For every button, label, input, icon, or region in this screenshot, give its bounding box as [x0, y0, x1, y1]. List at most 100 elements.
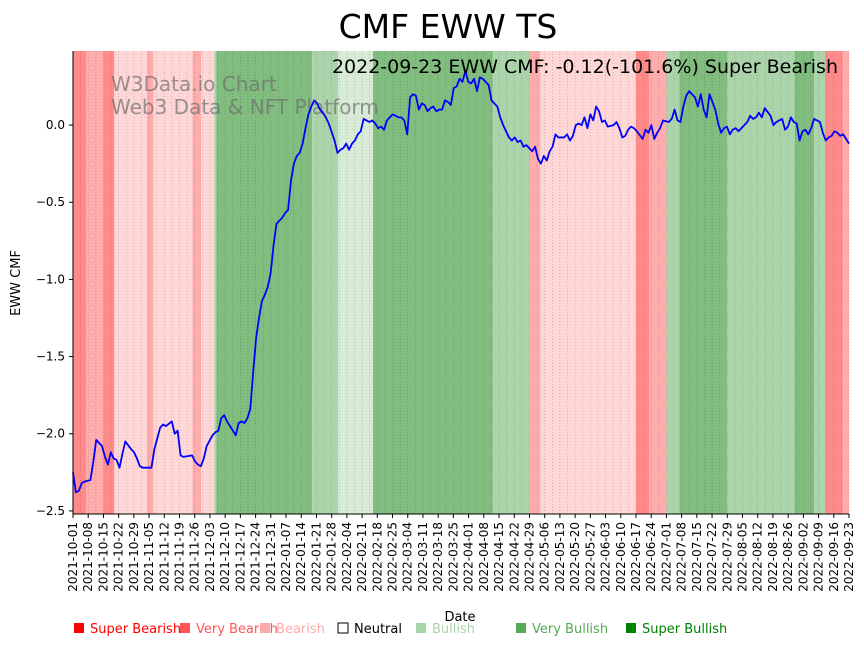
- x-tick-label: 2021-12-10: [218, 522, 232, 592]
- x-tick-label: 2022-02-04: [340, 522, 354, 592]
- regime-band: [666, 51, 680, 514]
- legend-label: Neutral: [354, 622, 402, 637]
- x-tick-label: 2021-11-19: [173, 522, 187, 592]
- x-tick-label: 2022-03-18: [431, 522, 445, 592]
- x-tick-label: 2022-06-10: [614, 522, 628, 592]
- legend-swatch: [337, 622, 349, 634]
- legend-swatch: [416, 623, 426, 633]
- legend-swatch: [626, 623, 636, 633]
- legend-label: Very Bearish: [196, 622, 278, 637]
- x-tick-label: 2021-12-03: [203, 522, 217, 592]
- regime-band: [73, 51, 87, 514]
- x-tick-label: 2022-01-07: [279, 522, 293, 592]
- regime-band: [649, 51, 667, 514]
- x-tick-label: 2021-11-26: [188, 522, 202, 592]
- x-tick-label: 2022-09-16: [827, 522, 841, 592]
- legend-label: Bearish: [276, 622, 325, 637]
- legend-swatch: [260, 623, 270, 633]
- regime-band: [338, 51, 373, 514]
- regime-band: [635, 51, 650, 514]
- x-tick-label: 2022-09-23: [842, 522, 856, 592]
- legend-label: Very Bullish: [532, 622, 608, 637]
- y-tick-label: 0.0: [46, 118, 65, 132]
- chart-title: CMF EWW TS: [339, 7, 558, 46]
- x-tick-label: 2022-08-12: [751, 522, 765, 592]
- x-tick-label: 2022-07-29: [720, 522, 734, 592]
- regime-band: [842, 51, 849, 514]
- regime-band: [529, 51, 541, 514]
- cmf-series-line: [72, 70, 850, 494]
- x-tick-label: 2022-08-26: [781, 522, 795, 592]
- regime-band: [214, 51, 217, 514]
- regime-band: [146, 51, 154, 514]
- y-tick-label: −0.5: [36, 195, 65, 209]
- regime-band: [86, 51, 104, 514]
- watermark-text: W3Data.io Chart: [111, 72, 277, 96]
- x-tick-label: 2021-10-08: [81, 522, 95, 592]
- x-tick-label: 2021-12-31: [264, 522, 278, 592]
- x-ticks: 2021-10-01 2021-10-08 2021-10-15 2021-10-22…: [66, 514, 856, 592]
- y-ticks: 0.0 −0.5 −1.0 −1.5 −2.0 −2.5: [36, 118, 73, 518]
- legend-swatch: [180, 623, 190, 633]
- regime-band: [794, 51, 815, 514]
- x-tick-label: 2021-11-05: [142, 522, 156, 592]
- chart-annotation: 2022-09-23 EWW CMF: -0.12(-101.6%) Super…: [332, 56, 838, 78]
- legend-label: Super Bearish: [90, 622, 181, 637]
- x-tick-label: 2022-02-18: [370, 522, 384, 592]
- regime-band: [201, 51, 215, 514]
- x-tick-label: 2022-07-08: [675, 522, 689, 592]
- axes: [72, 51, 849, 515]
- x-axis-label: Date: [444, 610, 475, 625]
- x-tick-label: 2022-06-03: [599, 522, 613, 592]
- regime-band: [216, 51, 313, 514]
- x-tick-label: 2022-05-06: [538, 522, 552, 592]
- x-tick-label: 2022-02-25: [386, 522, 400, 592]
- regime-band: [114, 51, 147, 514]
- regime-band: [814, 51, 826, 514]
- x-tick-label: 2022-06-17: [629, 522, 643, 592]
- x-tick-label: 2022-01-28: [325, 522, 339, 592]
- x-tick-label: 2022-05-13: [553, 522, 567, 592]
- y-tick-label: −1.0: [36, 272, 65, 286]
- vertical-gridlines: [72, 51, 850, 514]
- x-tick-label: 2021-12-17: [233, 522, 247, 592]
- watermark-text: Web3 Data & NFT Platform: [111, 95, 379, 119]
- x-tick-label: 2022-04-22: [507, 522, 521, 592]
- x-tick-label: 2022-04-01: [462, 522, 476, 592]
- x-tick-label: 2022-04-29: [522, 522, 536, 592]
- x-tick-label: 2022-03-25: [446, 522, 460, 592]
- x-tick-label: 2022-04-15: [492, 522, 506, 592]
- x-tick-label: 2022-08-05: [735, 522, 749, 592]
- x-tick-label: 2022-07-15: [690, 522, 704, 592]
- x-tick-label: 2021-10-15: [96, 522, 110, 592]
- x-tick-label: 2021-12-24: [249, 522, 263, 592]
- y-tick-label: −1.5: [36, 350, 65, 364]
- regime-band: [727, 51, 795, 514]
- x-tick-label: 2021-10-22: [112, 522, 126, 592]
- regime-band: [192, 51, 202, 514]
- y-axis-label: EWW CMF: [9, 250, 24, 316]
- x-tick-label: 2022-04-08: [477, 522, 491, 592]
- x-tick-label: 2022-05-20: [568, 522, 582, 592]
- regime-band: [153, 51, 193, 514]
- x-tick-label: 2022-05-27: [583, 522, 597, 592]
- legend-label: Super Bullish: [642, 622, 727, 637]
- x-tick-label: 2022-07-01: [659, 522, 673, 592]
- x-tick-label: 2022-03-11: [416, 522, 430, 592]
- regime-band: [103, 51, 115, 514]
- x-tick-label: 2022-01-21: [309, 522, 323, 592]
- legend-swatch: [74, 623, 84, 633]
- legend-swatch: [516, 623, 526, 633]
- x-tick-label: 2021-11-12: [157, 522, 171, 592]
- x-tick-label: 2022-08-19: [766, 522, 780, 592]
- x-tick-label: 2022-07-22: [705, 522, 719, 592]
- y-tick-label: −2.5: [36, 504, 65, 518]
- x-tick-label: 2022-02-11: [355, 522, 369, 592]
- x-tick-label: 2021-10-01: [66, 522, 80, 592]
- y-tick-label: −2.0: [36, 427, 65, 441]
- regime-band: [312, 51, 339, 514]
